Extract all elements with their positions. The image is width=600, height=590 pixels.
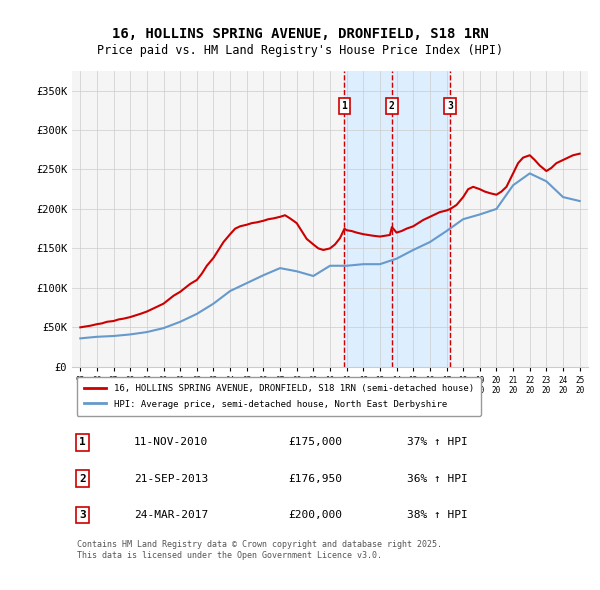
Legend: 16, HOLLINS SPRING AVENUE, DRONFIELD, S18 1RN (semi-detached house), HPI: Averag: 16, HOLLINS SPRING AVENUE, DRONFIELD, S1… bbox=[77, 377, 481, 416]
Text: 24-MAR-2017: 24-MAR-2017 bbox=[134, 510, 208, 520]
Text: 2: 2 bbox=[389, 101, 395, 112]
Text: 37% ↑ HPI: 37% ↑ HPI bbox=[407, 437, 468, 447]
Text: 3: 3 bbox=[448, 101, 453, 112]
Text: Price paid vs. HM Land Registry's House Price Index (HPI): Price paid vs. HM Land Registry's House … bbox=[97, 44, 503, 57]
Text: 16, HOLLINS SPRING AVENUE, DRONFIELD, S18 1RN: 16, HOLLINS SPRING AVENUE, DRONFIELD, S1… bbox=[112, 27, 488, 41]
Text: 38% ↑ HPI: 38% ↑ HPI bbox=[407, 510, 468, 520]
Text: 1: 1 bbox=[341, 101, 347, 112]
Text: £200,000: £200,000 bbox=[289, 510, 343, 520]
Text: 2: 2 bbox=[79, 474, 86, 484]
Text: 36% ↑ HPI: 36% ↑ HPI bbox=[407, 474, 468, 484]
Text: £175,000: £175,000 bbox=[289, 437, 343, 447]
Text: 21-SEP-2013: 21-SEP-2013 bbox=[134, 474, 208, 484]
Text: 1: 1 bbox=[79, 437, 86, 447]
Text: 11-NOV-2010: 11-NOV-2010 bbox=[134, 437, 208, 447]
Text: 3: 3 bbox=[79, 510, 86, 520]
Bar bbox=[344, 71, 451, 367]
Text: £176,950: £176,950 bbox=[289, 474, 343, 484]
Text: Contains HM Land Registry data © Crown copyright and database right 2025.
This d: Contains HM Land Registry data © Crown c… bbox=[77, 540, 442, 559]
